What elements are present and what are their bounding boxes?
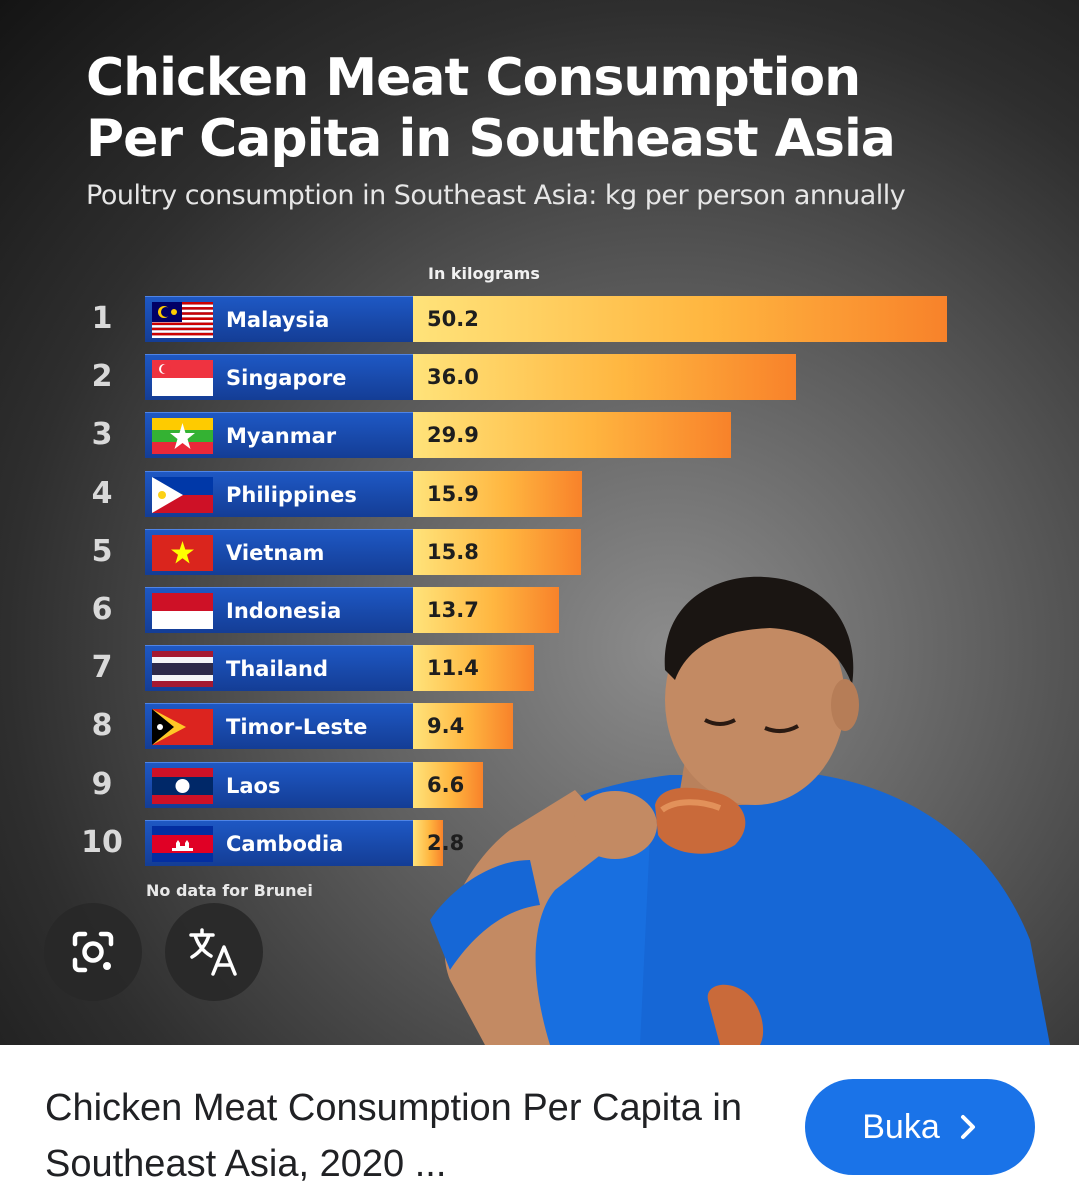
rank-2: 2 [91, 359, 113, 394]
data-label-cambodia: 2.8 [427, 831, 465, 855]
google-lens-button[interactable] [44, 903, 142, 1001]
unit-label: In kilograms [428, 264, 540, 283]
category-label-philippines: Philippines [145, 471, 413, 517]
bar-thailand: 11.4 [413, 645, 534, 691]
rank-1: 1 [91, 301, 113, 336]
rank-9: 9 [91, 767, 113, 802]
country-name: Malaysia [226, 308, 330, 332]
translate-button[interactable] [165, 903, 263, 1001]
translate-icon [189, 928, 237, 976]
country-name: Singapore [226, 366, 347, 390]
category-label-malaysia: Malaysia [145, 296, 413, 342]
rank-6: 6 [91, 592, 113, 627]
indonesia-flag [152, 593, 213, 629]
philippines-flag [152, 477, 213, 513]
data-label-laos: 6.6 [427, 773, 465, 797]
category-label-indonesia: Indonesia [145, 587, 413, 633]
data-label-indonesia: 13.7 [427, 598, 479, 622]
bar-philippines: 15.9 [413, 471, 582, 517]
bar-cambodia: 2.8 [413, 820, 464, 866]
malaysia-flag [152, 302, 213, 338]
infographic-subtitle: Poultry consumption in Southeast Asia: k… [86, 180, 906, 211]
chart-footnote: No data for Brunei [146, 881, 313, 900]
data-label-myanmar: 29.9 [427, 423, 479, 447]
myanmar-flag [152, 418, 213, 454]
data-label-thailand: 11.4 [427, 656, 479, 680]
bar-singapore: 36.0 [413, 354, 796, 400]
rank-7: 7 [91, 650, 113, 685]
bar-laos: 6.6 [413, 762, 483, 808]
bar-malaysia: 50.2 [413, 296, 947, 342]
country-name: Myanmar [226, 424, 337, 448]
category-label-thailand: Thailand [145, 645, 413, 691]
title-line-1: Chicken Meat Consumption [86, 48, 861, 108]
bar-myanmar: 29.9 [413, 412, 731, 458]
rank-4: 4 [91, 476, 113, 511]
data-label-singapore: 36.0 [427, 365, 479, 389]
result-image[interactable]: Chicken Meat Consumption Per Capita in S… [0, 0, 1079, 1045]
open-button-label: Buka [862, 1107, 940, 1146]
category-label-singapore: Singapore [145, 354, 413, 400]
cambodia-flag [152, 826, 213, 862]
bar-timor-leste: 9.4 [413, 703, 513, 749]
rank-3: 3 [91, 417, 113, 452]
singapore-flag [152, 360, 213, 396]
man-eating-chicken-illustration [430, 576, 1050, 1045]
title-line-2: Per Capita in Southeast Asia [86, 109, 896, 169]
data-label-malaysia: 50.2 [427, 307, 479, 331]
category-label-myanmar: Myanmar [145, 412, 413, 458]
country-name: Philippines [226, 483, 357, 507]
result-caption[interactable]: Chicken Meat Consumption Per Capita in S… [45, 1087, 743, 1185]
data-label-philippines: 15.9 [427, 482, 479, 506]
bar-vietnam: 15.8 [413, 529, 581, 575]
chevron-right-icon [960, 1115, 975, 1139]
category-label-timor-leste: Timor-Leste [145, 703, 413, 749]
country-name: Indonesia [226, 599, 342, 623]
laos-flag [152, 768, 213, 804]
bar-indonesia: 13.7 [413, 587, 559, 633]
rank-8: 8 [91, 708, 113, 743]
data-label-timor-leste: 9.4 [427, 714, 465, 738]
infographic-title: Chicken Meat Consumption Per Capita in S… [86, 48, 1046, 170]
vietnam-flag [152, 535, 213, 571]
category-label-cambodia: Cambodia [145, 820, 413, 866]
category-label-laos: Laos [145, 762, 413, 808]
country-name: Thailand [226, 657, 328, 681]
timor-leste-flag [152, 709, 213, 745]
country-name: Timor-Leste [226, 715, 368, 739]
google-lens-icon [72, 931, 114, 973]
rank-10: 10 [81, 825, 123, 860]
category-label-vietnam: Vietnam [145, 529, 413, 575]
rank-5: 5 [91, 534, 113, 569]
country-name: Vietnam [226, 541, 325, 565]
open-button[interactable]: Buka [805, 1079, 1035, 1175]
country-name: Laos [226, 774, 281, 798]
thailand-flag [152, 651, 213, 687]
data-label-vietnam: 15.8 [427, 540, 479, 564]
country-name: Cambodia [226, 832, 344, 856]
